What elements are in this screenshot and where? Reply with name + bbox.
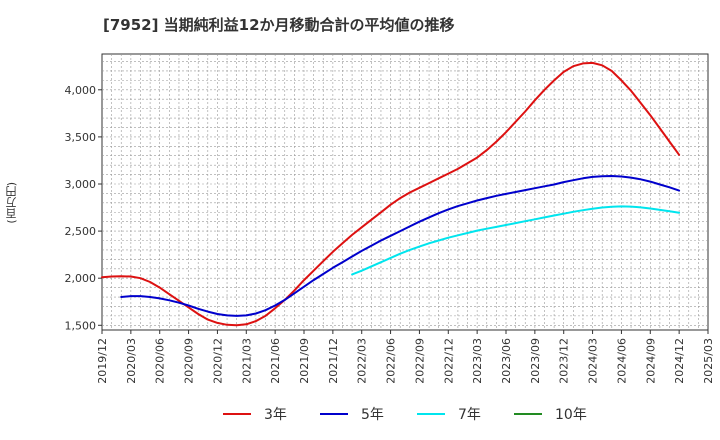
y-tick-label: 2,500 <box>65 225 97 238</box>
y-tick-label: 3,000 <box>65 178 97 191</box>
series-lines <box>101 61 681 327</box>
x-tick-label: 2023/03 <box>471 338 484 384</box>
x-tick-label: 2022/12 <box>442 338 455 384</box>
x-tick-label: 2021/12 <box>327 338 340 384</box>
x-tick-label: 2023/12 <box>558 338 571 384</box>
legend-label-1: 3年 <box>264 407 287 423</box>
x-tick-label: 2022/06 <box>385 338 398 384</box>
legend-label-4: 10年 <box>555 407 587 423</box>
chart-title: [7952] 当期純利益12か月移動合計の平均値の推移 <box>103 16 455 34</box>
x-tick-label: 2019/12 <box>96 338 109 384</box>
x-tick-label: 2020/09 <box>183 338 196 384</box>
x-tick-label: 2022/03 <box>356 338 369 384</box>
x-tick-label: 2024/12 <box>673 338 686 384</box>
y-tick-label: 3,500 <box>65 131 97 144</box>
legend-label-2: 5年 <box>361 407 384 423</box>
x-tick-label: 2020/12 <box>211 338 224 384</box>
x-axis-ticks: 2019/12 2020/03 2020/06 2020/09 2020/12 2021/… <box>96 330 715 384</box>
x-tick-label: 2020/03 <box>125 338 138 384</box>
x-tick-label: 2021/03 <box>240 338 253 384</box>
y-tick-label: 1,500 <box>65 319 97 332</box>
x-tick-label: 2024/03 <box>587 338 600 384</box>
y-tick-label: 2,000 <box>65 272 97 285</box>
x-tick-label: 2025/03 <box>702 338 715 384</box>
x-tick-label: 2022/09 <box>413 338 426 384</box>
x-tick-label: 2020/06 <box>154 338 167 384</box>
x-tick-label: 2023/06 <box>500 338 513 384</box>
x-tick-label: 2021/06 <box>269 338 282 384</box>
x-tick-label: 2024/06 <box>615 338 628 384</box>
x-tick-label: 2024/09 <box>644 338 657 384</box>
legend-label-3: 7年 <box>458 407 481 423</box>
grid-lines <box>102 54 708 330</box>
x-tick-label: 2021/09 <box>298 338 311 384</box>
series-line-2 <box>120 175 681 317</box>
series-line-3 <box>351 205 681 276</box>
y-axis-ticks: 1,500 2,000 2,500 3,000 3,500 4,000 <box>65 84 102 332</box>
plot-area <box>101 53 709 331</box>
legend: 3年 5年 7年 10年 <box>223 407 587 423</box>
series-line-1 <box>101 61 681 327</box>
x-tick-label: 2023/09 <box>529 338 542 384</box>
y-tick-label: 4,000 <box>65 84 97 97</box>
